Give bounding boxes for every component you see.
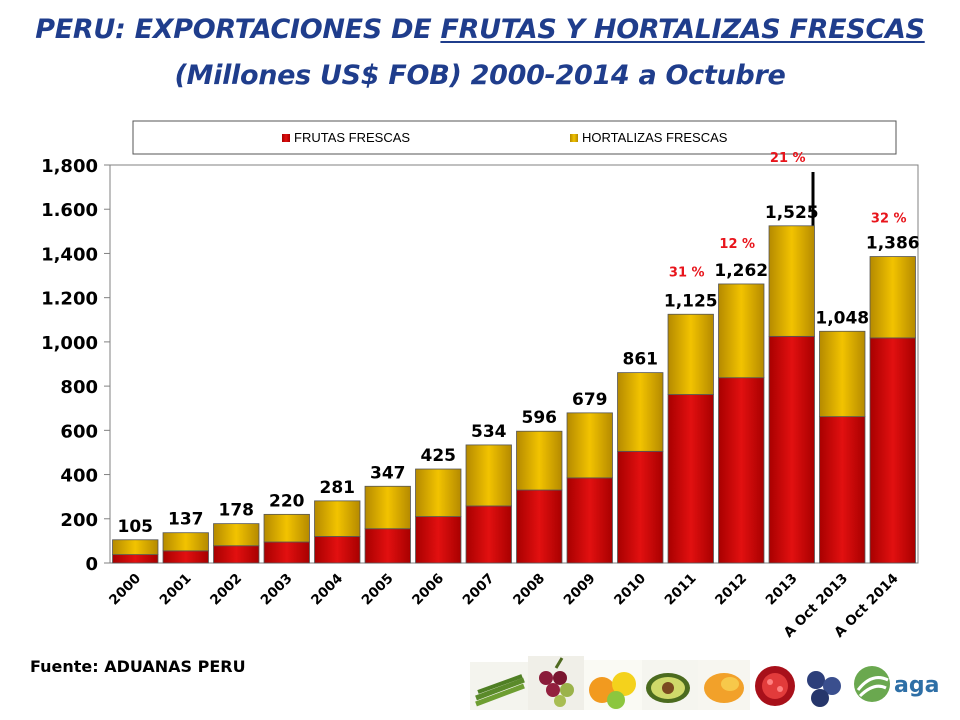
- y-tick-label: 1,400: [41, 244, 98, 265]
- total-label: 1,386: [866, 234, 920, 254]
- x-tick-label: 2010: [611, 571, 649, 609]
- y-tick-label: 1.200: [41, 289, 98, 310]
- total-label: 281: [320, 478, 356, 498]
- total-label: 178: [219, 501, 255, 521]
- x-tick-label: 2005: [359, 571, 397, 609]
- growth-annotation: 31 %: [669, 265, 705, 280]
- bar-hortalizas: [314, 500, 361, 537]
- bar-hortalizas: [617, 372, 664, 452]
- asparagus-icon: [470, 662, 528, 710]
- total-label: 679: [572, 390, 608, 410]
- growth-annotation: 12 %: [719, 237, 755, 252]
- total-label: 1,262: [714, 261, 768, 281]
- bar-frutas: [869, 337, 916, 564]
- bar-frutas: [617, 450, 664, 564]
- bar-frutas: [364, 528, 411, 564]
- y-tick-label: 0: [85, 554, 98, 575]
- bar-frutas: [667, 394, 714, 564]
- source-note: Fuente: ADUANAS PERU: [30, 657, 246, 676]
- x-tick-label: 2011: [662, 571, 700, 609]
- bar-hortalizas: [516, 430, 563, 491]
- title-underlined: FRUTAS Y HORTALIZAS FRESCAS: [440, 14, 925, 45]
- x-tick-label: 2013: [763, 571, 801, 609]
- x-tick-label: 2006: [409, 571, 447, 609]
- y-tick-label: 200: [60, 510, 98, 531]
- produce-image-strip: agap: [470, 656, 940, 710]
- citrus-icon: [584, 660, 642, 710]
- y-tick-label: 800: [60, 377, 98, 398]
- grapes-icon: [528, 656, 584, 710]
- x-tick-label: 2008: [510, 571, 548, 609]
- bar-frutas: [819, 416, 866, 564]
- title-prefix: PERU: EXPORTACIONES DE: [35, 14, 441, 45]
- bar-frutas: [112, 554, 159, 564]
- bar-hortalizas: [213, 523, 260, 547]
- total-label: 347: [370, 463, 406, 483]
- y-tick-label: 1,800: [41, 156, 98, 177]
- avocado-icon: [642, 660, 698, 710]
- y-tick-label: 400: [60, 466, 98, 487]
- bar-hortalizas: [667, 313, 714, 395]
- x-tick-label: 2007: [460, 571, 498, 609]
- total-label: 137: [168, 510, 204, 530]
- bar-frutas: [718, 377, 765, 564]
- bar-hortalizas: [566, 412, 613, 479]
- legend-label: FRUTAS FRESCAS: [294, 130, 410, 145]
- plot-area: [109, 164, 919, 564]
- total-label: 1,125: [664, 291, 718, 311]
- growth-annotation: 21 %: [770, 151, 806, 166]
- bar-hortalizas: [819, 330, 866, 418]
- y-tick-label: 1,000: [41, 333, 98, 354]
- chart-title-line1: PERU: EXPORTACIONES DE FRUTAS Y HORTALIZ…: [0, 14, 960, 45]
- bar-hortalizas: [869, 256, 916, 339]
- chart-title-line2: (Millones US$ FOB) 2000-2014 a Octubre: [174, 60, 786, 91]
- blueberries-icon: [800, 656, 848, 710]
- total-label: 105: [118, 517, 154, 537]
- x-tick-label: 2012: [712, 571, 750, 609]
- bar-hortalizas: [112, 539, 159, 555]
- bar-hortalizas: [465, 444, 512, 507]
- agap-logo: agap: [854, 666, 940, 702]
- bar-frutas: [314, 536, 361, 564]
- bar-frutas: [213, 545, 260, 564]
- bar-frutas: [162, 550, 209, 564]
- bar-frutas: [516, 489, 563, 564]
- bar-frutas: [263, 541, 310, 564]
- x-tick-label: 2001: [157, 571, 195, 609]
- logo-text: agap: [894, 673, 940, 698]
- bar-hortalizas: [263, 513, 310, 543]
- x-tick-label: 2000: [106, 571, 144, 609]
- legend-swatch: [570, 134, 578, 142]
- x-tick-label: 2009: [561, 571, 599, 609]
- growth-annotation: 32 %: [871, 212, 907, 227]
- mango-icon: [698, 660, 750, 710]
- total-label: 596: [522, 408, 558, 428]
- bar-frutas: [415, 516, 462, 564]
- total-label: 534: [471, 422, 507, 442]
- x-tick-label: 2004: [308, 571, 346, 609]
- bar-frutas: [768, 335, 815, 564]
- legend-label: HORTALIZAS FRESCAS: [582, 130, 728, 145]
- bar-hortalizas: [415, 468, 462, 517]
- total-label: 861: [623, 350, 659, 370]
- y-tick-label: 1.600: [41, 200, 98, 221]
- x-tick-label: 2002: [207, 571, 245, 609]
- total-label: 220: [269, 491, 305, 511]
- bar-hortalizas: [162, 532, 209, 552]
- total-label: 1,525: [765, 203, 819, 223]
- bar-frutas: [566, 477, 613, 564]
- total-label: 425: [421, 446, 457, 466]
- total-label: 1,048: [815, 308, 869, 328]
- bar-hortalizas: [768, 225, 815, 337]
- bar-hortalizas: [718, 283, 765, 379]
- y-tick-label: 600: [60, 421, 98, 442]
- legend: [132, 120, 897, 155]
- bar-hortalizas: [364, 485, 411, 530]
- x-tick-label: 2003: [258, 571, 296, 609]
- bar-frutas: [465, 505, 512, 564]
- pomegranate-icon: [750, 656, 800, 710]
- legend-swatch: [282, 134, 290, 142]
